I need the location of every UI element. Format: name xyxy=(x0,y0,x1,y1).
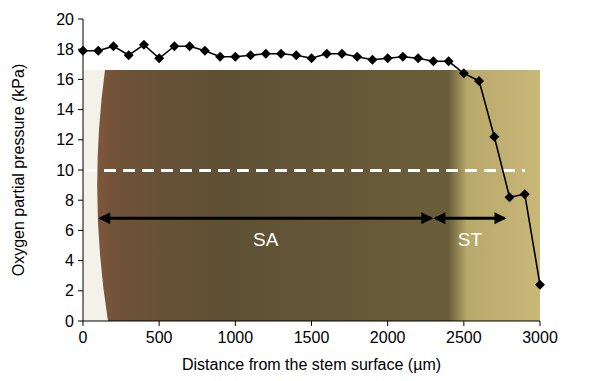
data-point xyxy=(154,53,164,63)
photo-background xyxy=(83,70,540,321)
arrow-head xyxy=(421,212,433,224)
data-point xyxy=(413,53,423,63)
annotation-label: SA xyxy=(253,229,279,250)
y-tick-label: 6 xyxy=(65,222,74,239)
x-axis-label: Distance from the stem surface (µm) xyxy=(182,356,441,373)
arrow-head xyxy=(98,212,110,224)
data-point xyxy=(230,52,240,62)
y-tick xyxy=(78,200,83,201)
y-tick xyxy=(78,170,83,171)
data-point xyxy=(276,49,286,59)
data-point xyxy=(337,49,347,59)
y-tick xyxy=(78,321,83,322)
y-tick-label: 0 xyxy=(65,313,74,330)
data-point xyxy=(535,280,545,290)
x-tick xyxy=(540,321,541,326)
x-tick-label: 3000 xyxy=(522,329,558,346)
data-point xyxy=(322,49,332,59)
x-tick-label: 2500 xyxy=(446,329,482,346)
x-tick-label: 1000 xyxy=(218,329,254,346)
y-tick-label: 18 xyxy=(56,41,74,58)
y-tick-label: 2 xyxy=(65,282,74,299)
data-point xyxy=(307,53,317,63)
data-point xyxy=(185,41,195,51)
y-tick-label: 8 xyxy=(65,192,74,209)
x-tick-label: 1500 xyxy=(294,329,330,346)
annotation-arrow xyxy=(433,212,506,224)
data-line xyxy=(83,45,540,285)
chart: 0 2 4 6 8 10 12 14 16 18 20 0 500 1000 1500 2000 2500 300… xyxy=(0,0,591,381)
data-point xyxy=(444,56,454,66)
x-tick xyxy=(235,321,236,326)
x-tick xyxy=(463,321,464,326)
data-point xyxy=(489,132,499,142)
y-tick-label: 16 xyxy=(56,71,74,88)
data-point xyxy=(108,41,118,51)
y-axis-label: Oxygen partial pressure (kPa) xyxy=(10,64,27,277)
photo-background xyxy=(83,70,108,321)
x-tick-label: 2000 xyxy=(370,329,406,346)
data-point xyxy=(169,41,179,51)
y-tick xyxy=(78,139,83,140)
x-tick xyxy=(387,321,388,326)
y-tick-label: 4 xyxy=(65,252,74,269)
x-tick-label: 0 xyxy=(79,329,88,346)
data-point xyxy=(291,50,301,60)
data-point xyxy=(261,49,271,59)
data-point xyxy=(139,40,149,50)
data-point xyxy=(367,55,377,65)
y-tick xyxy=(78,290,83,291)
annotation-label: ST xyxy=(458,229,483,250)
x-tick xyxy=(159,321,160,326)
arrow-head xyxy=(494,212,506,224)
y-tick xyxy=(78,260,83,261)
y-tick xyxy=(78,109,83,110)
data-point xyxy=(93,46,103,56)
data-point xyxy=(520,189,530,199)
x-tick-label: 500 xyxy=(146,329,173,346)
y-tick xyxy=(78,230,83,231)
data-point xyxy=(246,50,256,60)
data-point xyxy=(124,50,134,60)
y-tick-label: 14 xyxy=(56,101,74,118)
data-point xyxy=(200,46,210,56)
plot-data xyxy=(78,40,545,290)
data-point xyxy=(505,192,515,202)
data-point xyxy=(352,52,362,62)
data-point xyxy=(398,52,408,62)
x-tick xyxy=(311,321,312,326)
arrow-head xyxy=(433,212,445,224)
photo-line xyxy=(85,169,525,172)
annotation-arrow xyxy=(98,212,433,224)
data-point xyxy=(383,53,393,63)
y-tick-label: 20 xyxy=(56,11,74,28)
data-point xyxy=(428,56,438,66)
y-tick-label: 12 xyxy=(56,131,74,148)
y-tick xyxy=(78,79,83,80)
y-tick-label: 10 xyxy=(56,162,74,179)
x-tick xyxy=(83,321,84,326)
data-point xyxy=(215,52,225,62)
data-point xyxy=(78,46,88,56)
arrow-shaft xyxy=(435,217,504,220)
data-point xyxy=(474,76,484,86)
arrow-shaft xyxy=(100,217,431,220)
data-point xyxy=(459,68,469,78)
y-tick xyxy=(78,19,83,20)
